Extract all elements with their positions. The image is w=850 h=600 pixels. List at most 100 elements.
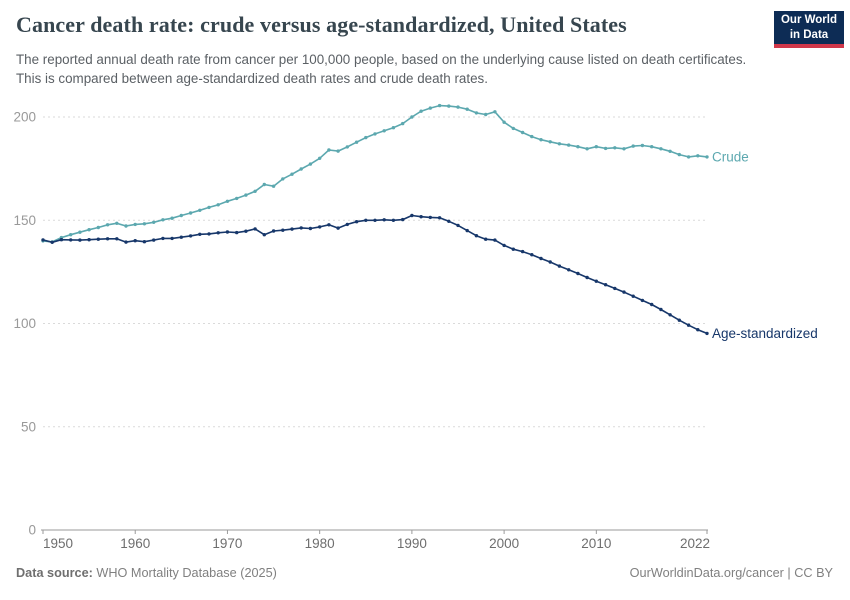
- data-source-label: Data source:: [16, 566, 93, 580]
- data-point: [188, 234, 193, 238]
- data-point: [567, 268, 571, 272]
- data-point: [622, 290, 626, 294]
- data-point: [696, 328, 700, 332]
- data-point: [640, 143, 645, 148]
- chart-footer: Data source: WHO Mortality Database (202…: [16, 566, 833, 580]
- data-point: [474, 111, 479, 115]
- data-point: [207, 232, 211, 236]
- data-point: [207, 205, 211, 210]
- data-point: [41, 238, 45, 242]
- data-point: [511, 126, 515, 131]
- data-point: [161, 236, 165, 241]
- data-point: [87, 228, 91, 232]
- x-tick-label: 1970: [212, 536, 242, 551]
- data-point: [354, 220, 359, 224]
- data-source: Data source: WHO Mortality Database (202…: [16, 566, 277, 580]
- data-point: [428, 215, 432, 220]
- data-point: [364, 135, 368, 140]
- data-point: [493, 238, 497, 242]
- data-point: [244, 193, 248, 197]
- data-point: [170, 236, 174, 241]
- series-crude[interactable]: Crude: [41, 103, 749, 244]
- data-point: [188, 211, 193, 215]
- data-point: [677, 318, 681, 322]
- data-point: [318, 156, 322, 160]
- data-point: [290, 227, 294, 231]
- data-point: [585, 147, 589, 151]
- data-point: [456, 105, 460, 109]
- data-point: [493, 110, 497, 114]
- data-point: [705, 155, 709, 159]
- data-point: [520, 130, 525, 135]
- data-point: [557, 142, 562, 146]
- data-point: [373, 218, 377, 222]
- data-point: [539, 256, 543, 261]
- data-point: [198, 208, 202, 212]
- data-point: [650, 302, 654, 307]
- data-point: [281, 228, 285, 232]
- data-point: [318, 225, 322, 229]
- data-point: [631, 144, 635, 148]
- data-point: [631, 294, 635, 298]
- data-point: [622, 147, 626, 151]
- data-point: [548, 140, 552, 144]
- data-point: [594, 279, 598, 283]
- data-point: [585, 275, 589, 280]
- x-tick-label: 2010: [581, 536, 611, 551]
- data-point: [78, 238, 82, 242]
- data-point: [391, 218, 396, 222]
- data-point: [511, 247, 515, 251]
- data-point: [474, 234, 479, 238]
- data-point: [281, 177, 285, 181]
- data-point: [299, 167, 303, 171]
- data-point: [613, 286, 617, 291]
- data-point: [502, 120, 506, 124]
- y-tick-label: 50: [21, 419, 36, 434]
- page-title: Cancer death rate: crude versus age-stan…: [16, 12, 627, 37]
- data-point: [133, 239, 137, 243]
- data-point: [152, 220, 156, 224]
- data-point: [428, 106, 432, 110]
- data-point: [686, 323, 691, 327]
- owid-logo[interactable]: Our World in Data: [774, 11, 844, 48]
- data-source-text[interactable]: WHO Mortality Database (2025): [92, 566, 277, 580]
- data-point: [437, 216, 442, 220]
- data-point: [382, 129, 386, 133]
- data-point: [437, 103, 442, 108]
- credit-link[interactable]: OurWorldinData.org/cancer | CC BY: [629, 566, 833, 580]
- data-point: [705, 331, 709, 336]
- data-point: [659, 147, 663, 151]
- data-point: [161, 218, 165, 222]
- data-point: [696, 154, 700, 158]
- data-point: [548, 260, 552, 264]
- data-point: [419, 109, 423, 113]
- logo-line1: Our World: [780, 14, 837, 27]
- series-label-crude[interactable]: Crude: [712, 149, 749, 164]
- data-point: [530, 253, 534, 257]
- data-point: [391, 126, 396, 130]
- series-label-age-standardized[interactable]: Age-standardized: [712, 326, 818, 341]
- data-point: [96, 237, 101, 241]
- series-line-age-standardized[interactable]: [42, 214, 708, 335]
- data-point: [668, 313, 672, 317]
- x-tick-label: 2000: [489, 536, 519, 551]
- data-point: [336, 149, 340, 153]
- data-point: [235, 230, 239, 235]
- data-point: [262, 233, 266, 237]
- series-age-standardized[interactable]: Age-standardized: [41, 213, 818, 341]
- data-point: [271, 184, 276, 188]
- data-point: [133, 222, 137, 227]
- data-point: [594, 145, 598, 149]
- data-point: [142, 240, 147, 244]
- data-point: [640, 298, 645, 303]
- data-point: [484, 112, 488, 117]
- data-point: [354, 140, 359, 144]
- data-point: [235, 196, 239, 201]
- data-point: [78, 230, 82, 234]
- data-point: [69, 233, 73, 237]
- data-point: [308, 162, 313, 166]
- data-point: [225, 230, 230, 234]
- data-point: [613, 146, 617, 150]
- data-point: [465, 107, 469, 111]
